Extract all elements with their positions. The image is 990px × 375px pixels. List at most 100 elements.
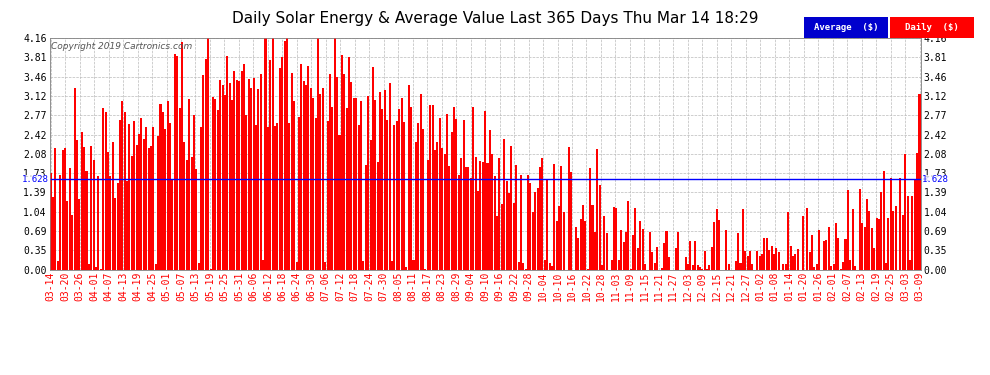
- Bar: [775, 248, 777, 270]
- Bar: [453, 107, 455, 270]
- Bar: [207, 36, 209, 270]
- Bar: [763, 238, 765, 270]
- Bar: [154, 264, 156, 270]
- Bar: [283, 41, 286, 270]
- Bar: [620, 230, 622, 270]
- Bar: [770, 246, 772, 270]
- Bar: [217, 110, 219, 270]
- Bar: [303, 81, 305, 270]
- Bar: [164, 129, 166, 270]
- Bar: [863, 227, 865, 270]
- Bar: [656, 247, 658, 270]
- Bar: [73, 87, 75, 270]
- Bar: [778, 252, 780, 270]
- Bar: [117, 183, 119, 270]
- Bar: [332, 107, 334, 270]
- Bar: [255, 125, 257, 270]
- Bar: [496, 216, 498, 270]
- Bar: [141, 118, 143, 270]
- Bar: [651, 252, 653, 270]
- Bar: [675, 248, 677, 270]
- Bar: [432, 105, 434, 270]
- Bar: [312, 98, 314, 270]
- Bar: [840, 269, 842, 270]
- Bar: [758, 256, 760, 270]
- Bar: [195, 170, 197, 270]
- Bar: [126, 181, 128, 270]
- Bar: [919, 94, 921, 270]
- Bar: [744, 251, 746, 270]
- Bar: [537, 188, 539, 270]
- Text: Daily Solar Energy & Average Value Last 365 Days Thu Mar 14 18:29: Daily Solar Energy & Average Value Last …: [232, 11, 758, 26]
- Bar: [709, 264, 711, 270]
- Bar: [530, 183, 532, 270]
- Bar: [628, 201, 630, 270]
- Bar: [61, 150, 63, 270]
- Bar: [442, 148, 444, 270]
- Bar: [202, 75, 205, 270]
- Bar: [550, 267, 553, 270]
- Bar: [200, 126, 202, 270]
- Bar: [210, 269, 212, 270]
- Bar: [914, 179, 916, 270]
- Bar: [472, 107, 474, 270]
- Bar: [555, 221, 557, 270]
- Bar: [570, 172, 572, 270]
- Bar: [66, 201, 68, 270]
- Bar: [635, 208, 637, 270]
- Bar: [448, 166, 450, 270]
- Bar: [887, 218, 889, 270]
- Bar: [376, 162, 379, 270]
- Bar: [109, 177, 112, 270]
- Bar: [567, 147, 569, 270]
- Bar: [281, 57, 283, 270]
- Bar: [169, 123, 171, 270]
- Bar: [895, 206, 897, 270]
- Bar: [790, 246, 792, 270]
- Bar: [756, 251, 758, 270]
- Bar: [344, 74, 346, 270]
- Bar: [405, 267, 407, 270]
- Bar: [310, 88, 312, 270]
- Bar: [677, 232, 679, 270]
- Bar: [725, 230, 728, 270]
- Bar: [462, 120, 464, 270]
- Bar: [854, 266, 856, 270]
- Bar: [844, 239, 846, 270]
- Bar: [510, 146, 513, 270]
- Bar: [315, 118, 317, 270]
- Bar: [381, 109, 383, 270]
- Bar: [653, 262, 655, 270]
- Bar: [525, 269, 527, 270]
- Bar: [694, 241, 696, 270]
- Bar: [134, 121, 136, 270]
- Bar: [346, 108, 347, 270]
- Bar: [322, 88, 324, 270]
- Bar: [93, 160, 95, 270]
- Bar: [367, 96, 369, 270]
- Bar: [417, 123, 420, 270]
- Bar: [878, 219, 880, 270]
- Bar: [892, 211, 894, 270]
- Bar: [491, 154, 493, 270]
- Bar: [122, 100, 124, 270]
- Bar: [701, 268, 703, 270]
- Bar: [579, 219, 581, 270]
- Bar: [833, 264, 835, 270]
- Bar: [606, 233, 608, 270]
- Bar: [689, 240, 691, 270]
- Bar: [71, 214, 73, 270]
- Bar: [396, 122, 398, 270]
- Bar: [391, 261, 393, 270]
- Bar: [88, 264, 90, 270]
- Bar: [477, 191, 479, 270]
- Bar: [577, 238, 579, 270]
- Text: 1.628: 1.628: [22, 174, 49, 183]
- Bar: [535, 192, 537, 270]
- Bar: [114, 198, 116, 270]
- Bar: [95, 267, 97, 270]
- Bar: [816, 264, 818, 270]
- Bar: [422, 129, 424, 270]
- Bar: [81, 132, 83, 270]
- Bar: [97, 176, 99, 270]
